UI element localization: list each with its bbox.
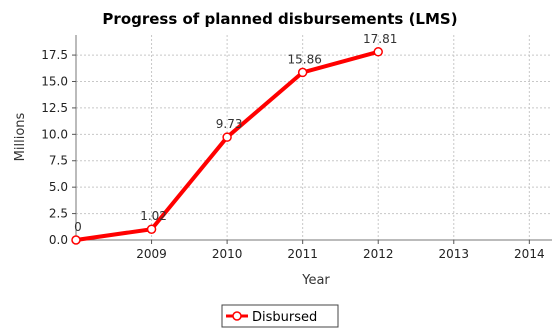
x-tick-label: 2011	[287, 247, 318, 261]
y-tick-label: 5.0	[49, 180, 68, 194]
data-label: 0	[74, 220, 82, 234]
data-label: 9.73	[216, 117, 243, 131]
x-tick-label: 2012	[363, 247, 394, 261]
data-point	[222, 132, 232, 142]
legend: Disbursed	[221, 304, 339, 328]
legend-swatch-marker	[232, 311, 242, 321]
x-tick-label: 2014	[514, 247, 545, 261]
x-tick-label: 2010	[212, 247, 243, 261]
legend-box	[221, 304, 339, 328]
series-layer: 0 1.02 9.73 15.86 17.81	[71, 32, 397, 245]
y-tick-label: 0.0	[49, 233, 68, 247]
data-point	[297, 67, 308, 78]
data-label: 17.81	[363, 32, 397, 46]
legend-entry-disbursed: Disbursed	[252, 310, 317, 325]
data-label: 1.02	[140, 209, 167, 223]
data-point	[71, 235, 81, 245]
y-tick-label: 10.0	[41, 127, 68, 141]
y-tick-label: 7.5	[49, 154, 68, 168]
data-point	[146, 224, 157, 234]
data-label: 15.86	[287, 52, 321, 66]
y-tick-label: 12.5	[41, 101, 68, 115]
y-tick-label: 15.0	[41, 74, 68, 88]
grid	[76, 35, 552, 240]
x-tick-label: 2013	[439, 247, 470, 261]
chart-title: Progress of planned disbursements (LMS)	[102, 10, 457, 28]
x-axis-ticks: 2009 2010 2011 2012 2013 2014	[136, 240, 545, 261]
x-tick-label: 2009	[136, 247, 167, 261]
y-axis-ticks: 0.0 2.5 5.0 7.5 10.0 12.5 15.0 17.5	[41, 48, 76, 247]
x-axis-label: Year	[301, 273, 330, 288]
data-point	[373, 47, 383, 57]
axes	[75, 35, 552, 241]
y-axis-label: Millions	[13, 112, 28, 161]
y-tick-label: 17.5	[41, 48, 68, 62]
y-tick-label: 2.5	[49, 207, 68, 221]
